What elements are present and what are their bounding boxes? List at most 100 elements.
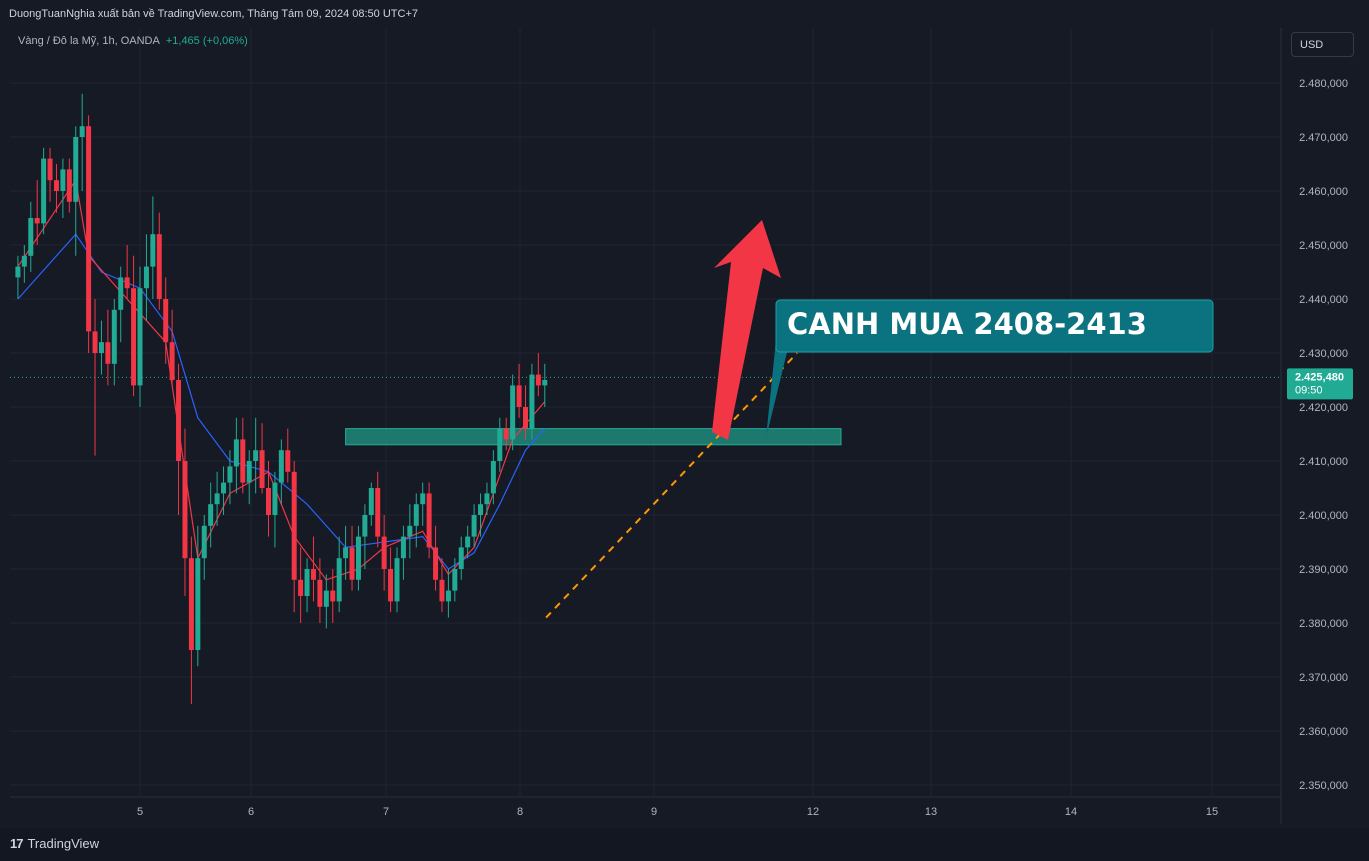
x-tick-label: 8 (517, 806, 523, 818)
candle-body (253, 450, 259, 461)
candle-body (400, 536, 406, 559)
publisher-line: DuongTuanNghia xuất bản về TradingView.c… (9, 8, 418, 20)
candle-body (452, 569, 458, 591)
candle-body (118, 277, 124, 310)
x-tick-label: 9 (651, 806, 657, 818)
candle-body (490, 461, 496, 494)
last-price-label: 2.425,480 (1295, 371, 1344, 383)
candle-body (92, 331, 98, 353)
candle-body (221, 482, 227, 494)
x-tick-label: 13 (925, 806, 937, 818)
y-tick-label: 2.370,000 (1299, 672, 1348, 684)
candle-body (439, 579, 445, 602)
buy-zone (345, 428, 842, 446)
y-tick-label: 2.430,000 (1299, 348, 1348, 360)
candle-body (15, 266, 21, 278)
y-tick-label: 2.360,000 (1299, 726, 1348, 738)
candle-body (278, 450, 284, 483)
candle-body (291, 471, 297, 580)
price-change: +1,465 (+0,06%) (165, 35, 248, 47)
candle-body (310, 569, 316, 580)
candle-body (208, 504, 214, 526)
price-chart[interactable]: 2.480,000 2.470,000 2.460,000 2.450,000 2.44… (0, 0, 1369, 828)
candle-body (34, 218, 40, 224)
x-tick-label: 14 (1065, 806, 1077, 818)
last-price-tag (1287, 368, 1353, 400)
candle-body (323, 590, 329, 607)
candle-body (266, 488, 271, 515)
callout-text: CANH MUA 2408-2413 (787, 307, 1147, 341)
candle-body (381, 536, 387, 569)
candle-body (362, 515, 368, 537)
y-tick-label: 2.410,000 (1299, 456, 1348, 468)
y-tick-label: 2.380,000 (1299, 618, 1348, 630)
symbol-name[interactable]: Vàng / Đô la Mỹ, 1h, OANDA (18, 35, 160, 47)
candle-body (188, 558, 194, 650)
y-tick-label: 2.420,000 (1299, 402, 1348, 414)
candle-body (137, 288, 143, 386)
candle-body (478, 504, 484, 515)
candle-body (47, 158, 53, 181)
candle-body (336, 558, 342, 602)
candle-body (355, 536, 361, 580)
candle-body (41, 158, 47, 224)
candle-body (105, 342, 111, 364)
candle-body (156, 234, 162, 299)
x-tick-label: 7 (383, 806, 389, 818)
y-tick-label: 2.400,000 (1299, 510, 1348, 522)
y-tick-label: 2.450,000 (1299, 240, 1348, 252)
trendline (545, 352, 798, 619)
plot-area (10, 28, 1281, 824)
x-tick-label: 5 (137, 806, 143, 818)
x-tick-label: 15 (1206, 806, 1218, 818)
candle-body (79, 126, 85, 137)
candle-body (433, 547, 439, 580)
candle-body (176, 380, 182, 461)
x-tick-label: 12 (807, 806, 819, 818)
candle-body (227, 466, 233, 483)
currency-button[interactable]: USD (1291, 32, 1354, 57)
y-tick-label: 2.350,000 (1299, 780, 1348, 792)
candle-body (420, 493, 426, 505)
candle-body (388, 569, 394, 602)
tradingview-logo-icon: 17 (10, 836, 24, 851)
candle-body (28, 218, 34, 256)
tradingview-logo[interactable]: 17 TradingView (10, 836, 99, 851)
candle-body (131, 288, 137, 386)
candle-body (471, 515, 477, 537)
candle-body (529, 374, 535, 429)
candle-body (66, 169, 72, 202)
candle-body (413, 504, 419, 526)
candle-body (516, 385, 522, 407)
candle-body (368, 488, 374, 515)
candle-body (214, 493, 220, 505)
y-tick-label: 2.460,000 (1299, 186, 1348, 198)
candle-body (458, 547, 464, 569)
candle-body (272, 482, 278, 515)
y-tick-label: 2.480,000 (1299, 78, 1348, 90)
candle-body (343, 547, 349, 559)
candle-body (86, 126, 92, 332)
tradingview-logo-text: TradingView (27, 836, 100, 851)
candle-body (503, 428, 509, 440)
candle-body (535, 374, 541, 386)
top-bar: DuongTuanNghia xuất bản về TradingView.c… (0, 0, 1369, 28)
candle-body (246, 461, 252, 483)
candle-body (465, 536, 471, 548)
candle-body (182, 461, 188, 559)
candle-body (407, 525, 413, 537)
countdown-label: 09:50 (1295, 384, 1323, 396)
candle-body (60, 169, 66, 191)
candle-body (240, 439, 246, 483)
candle-body (426, 493, 432, 548)
x-tick-label: 6 (248, 806, 254, 818)
candle-body (195, 558, 201, 650)
candle-body (143, 266, 149, 289)
candle-body (484, 493, 490, 505)
candle-body (124, 277, 130, 289)
candle-body (349, 547, 355, 580)
candle-body (111, 309, 117, 364)
candle-body (98, 342, 104, 353)
up-arrow-icon (712, 220, 781, 440)
callout-box (775, 299, 1214, 353)
